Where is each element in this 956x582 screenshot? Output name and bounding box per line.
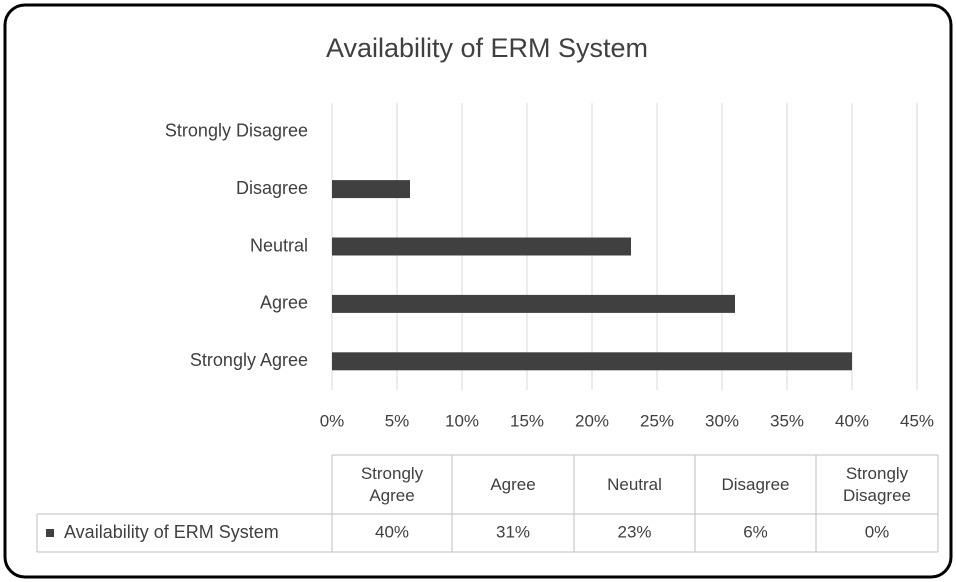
- bar: [332, 352, 852, 371]
- y-tick-label: Neutral: [250, 235, 308, 255]
- x-tick-label: 35%: [770, 411, 804, 430]
- table-header-text: Strongly Disagree: [842, 463, 912, 505]
- x-tick-label: 30%: [705, 411, 739, 430]
- legend-key: [46, 529, 54, 537]
- table-header-cell: Neutral: [607, 474, 662, 494]
- y-tick-label: Strongly Agree: [190, 350, 308, 370]
- chart-border: [3, 3, 953, 579]
- y-tick-label: Agree: [260, 293, 308, 313]
- x-tick-label: 20%: [575, 411, 609, 430]
- table-header-text: Agree: [490, 474, 536, 494]
- bar: [332, 180, 410, 199]
- x-tick-label: 10%: [445, 411, 479, 430]
- x-tick-label: 40%: [835, 411, 869, 430]
- table-header-text: Strongly Agree: [360, 463, 424, 505]
- x-tick-label: 45%: [900, 411, 934, 430]
- table-value: 40%: [375, 522, 409, 541]
- x-tick-label: 15%: [510, 411, 544, 430]
- table-value: 31%: [496, 522, 530, 541]
- bar: [332, 294, 735, 313]
- table-header-cell: Agree: [490, 474, 536, 494]
- table-value: 23%: [617, 522, 651, 541]
- y-tick-label: Disagree: [236, 178, 308, 198]
- x-tick-label: 5%: [385, 411, 410, 430]
- chart-title: Availability of ERM System: [326, 33, 648, 63]
- table-header-cell: Strongly Disagree: [842, 463, 912, 505]
- table-header-cell: Strongly Agree: [360, 463, 424, 505]
- x-tick-label: 25%: [640, 411, 674, 430]
- table-header-text: Disagree: [721, 474, 790, 494]
- bar: [332, 237, 631, 256]
- x-tick-label: 0%: [320, 411, 345, 430]
- table-header-text: Neutral: [607, 474, 662, 494]
- table-header-cell: Disagree: [721, 474, 790, 494]
- table-value: 0%: [865, 522, 890, 541]
- table-value: 6%: [743, 522, 768, 541]
- y-tick-label: Strongly Disagree: [165, 120, 308, 140]
- legend-label: Availability of ERM System: [64, 522, 279, 542]
